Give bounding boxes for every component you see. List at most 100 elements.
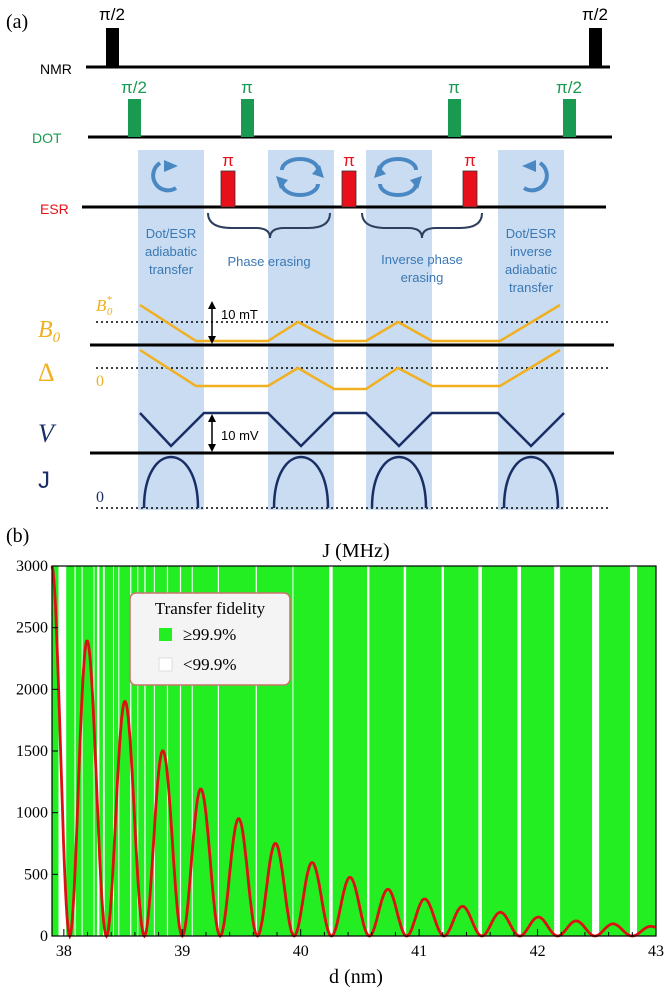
stage1-line3: transfer bbox=[149, 262, 194, 277]
y-tick-label: 0 bbox=[40, 928, 48, 945]
low-fidelity-bands bbox=[58, 566, 638, 936]
nmr-label: NMR bbox=[40, 61, 72, 77]
esr-pulse-1-label: π bbox=[222, 151, 234, 170]
legend-swatch-high bbox=[159, 628, 172, 641]
x-tick-label: 38 bbox=[56, 943, 72, 960]
low-fidelity-band bbox=[292, 566, 294, 936]
highlight-stage-1 bbox=[138, 150, 204, 510]
j-pulse-4 bbox=[502, 455, 560, 509]
nmr-pulse-2-label: π/2 bbox=[582, 5, 608, 24]
dot-pulse-1-label: π/2 bbox=[121, 78, 147, 97]
low-fidelity-band bbox=[137, 566, 139, 936]
x-axis: 38 39 40 41 42 43 bbox=[56, 929, 664, 960]
low-fidelity-band bbox=[144, 566, 146, 936]
b0-waveform bbox=[139, 303, 561, 343]
stage4-line3: adiabatic bbox=[505, 262, 558, 277]
v-label: V bbox=[38, 419, 57, 448]
dot-pulse-4 bbox=[563, 99, 576, 137]
esr-pulse-2 bbox=[341, 170, 357, 208]
x-tick-label: 39 bbox=[174, 943, 190, 960]
esr-label: ESR bbox=[40, 201, 69, 217]
highlight-stage-4 bbox=[498, 150, 564, 510]
esr-pulse-1 bbox=[220, 170, 236, 208]
low-fidelity-band bbox=[255, 566, 257, 936]
b0-label: B0 bbox=[38, 317, 61, 346]
highlight-stage-2 bbox=[268, 150, 334, 510]
rotation-arrow-4-icon bbox=[522, 160, 549, 193]
v-waveform bbox=[139, 411, 565, 448]
b0-star-label: B* 0 bbox=[96, 294, 113, 318]
nmr-pulse-1-label: π/2 bbox=[99, 5, 125, 24]
esr-pulse-2-label: π bbox=[343, 151, 355, 170]
panel-b: (b) J (MHz) 0 500 1000 1500 2000 2500 3000 38 3… bbox=[6, 525, 664, 988]
j-curve-line bbox=[50, 565, 656, 940]
legend-title: Transfer fidelity bbox=[155, 599, 266, 618]
low-fidelity-band bbox=[58, 566, 67, 936]
y-tick-label: 2000 bbox=[16, 681, 48, 698]
stage-highlights bbox=[138, 150, 564, 510]
low-fidelity-band bbox=[441, 566, 445, 936]
stage2-line1: Phase erasing bbox=[227, 254, 310, 269]
j-curve-layer bbox=[50, 565, 656, 940]
x-tick-label: 41 bbox=[411, 943, 427, 960]
stage1-line2: adiabatic bbox=[145, 244, 198, 259]
low-fidelity-band bbox=[367, 566, 370, 936]
low-fidelity-band bbox=[554, 566, 561, 936]
y-tick-label: 1500 bbox=[16, 743, 48, 760]
esr-pulse-3 bbox=[462, 170, 478, 208]
stage1-line1: Dot/ESR bbox=[146, 226, 197, 241]
stage3-line1: Inverse phase bbox=[381, 252, 463, 267]
x-tick-label: 43 bbox=[648, 943, 664, 960]
dot-pulse-2-label: π bbox=[241, 78, 253, 97]
y-tick-label: 3000 bbox=[16, 558, 48, 575]
x-axis-label: d (nm) bbox=[329, 966, 383, 988]
rotation-arrow-3-icon bbox=[374, 157, 422, 197]
dot-pulse-2 bbox=[241, 99, 254, 137]
y-tick-label: 2500 bbox=[16, 620, 48, 637]
low-fidelity-band bbox=[97, 566, 100, 936]
rotation-arrow-1-icon bbox=[151, 160, 178, 193]
highlight-stage-3 bbox=[366, 150, 432, 510]
dot-pulse-1 bbox=[128, 99, 141, 137]
brace-inverse-phase-erasing bbox=[361, 212, 483, 239]
y-tick-label: 500 bbox=[24, 866, 48, 883]
low-fidelity-band bbox=[629, 566, 638, 936]
legend-swatch-low bbox=[158, 657, 173, 672]
chart-title: J (MHz) bbox=[322, 540, 389, 562]
stage3-line2: erasing bbox=[401, 270, 444, 285]
low-fidelity-band bbox=[517, 566, 521, 936]
rotation-arrow-2-icon bbox=[276, 157, 324, 197]
low-fidelity-band bbox=[329, 566, 333, 936]
low-fidelity-band bbox=[592, 566, 600, 936]
j-pulse-1 bbox=[142, 455, 200, 509]
y-axis: 0 500 1000 1500 2000 2500 3000 bbox=[16, 558, 58, 945]
panel-b-label: (b) bbox=[6, 525, 29, 547]
dot-label: DOT bbox=[32, 130, 62, 146]
panel-a-label: (a) bbox=[6, 11, 28, 33]
legend: Transfer fidelity ≥99.9% <99.9% bbox=[129, 592, 291, 686]
low-fidelity-band bbox=[478, 566, 482, 936]
low-fidelity-band bbox=[112, 566, 114, 936]
dot-pulse-4-label: π/2 bbox=[556, 78, 582, 97]
delta-label: Δ bbox=[38, 358, 55, 387]
dot-pulse-3-label: π bbox=[448, 78, 460, 97]
stage4-line2: inverse bbox=[510, 244, 552, 259]
j-zero-label: 0 bbox=[96, 489, 104, 506]
brace-phase-erasing bbox=[207, 212, 331, 239]
y-tick-label: 1000 bbox=[16, 805, 48, 822]
j-pulses bbox=[142, 455, 560, 509]
nmr-pulse-1 bbox=[106, 28, 119, 67]
low-fidelity-band bbox=[81, 566, 83, 936]
stage4-line4: transfer bbox=[509, 280, 554, 295]
low-fidelity-band bbox=[153, 566, 155, 936]
low-fidelity-band bbox=[166, 566, 169, 936]
delta-waveform bbox=[139, 348, 561, 391]
low-fidelity-band bbox=[102, 566, 105, 936]
x-tick-label: 40 bbox=[293, 943, 309, 960]
delta-zero-label: 0 bbox=[96, 373, 104, 390]
low-fidelity-band bbox=[179, 566, 182, 936]
low-fidelity-band bbox=[191, 566, 193, 936]
b-scale-label: 10 mT bbox=[221, 307, 258, 322]
rotation-arrows bbox=[151, 157, 549, 197]
